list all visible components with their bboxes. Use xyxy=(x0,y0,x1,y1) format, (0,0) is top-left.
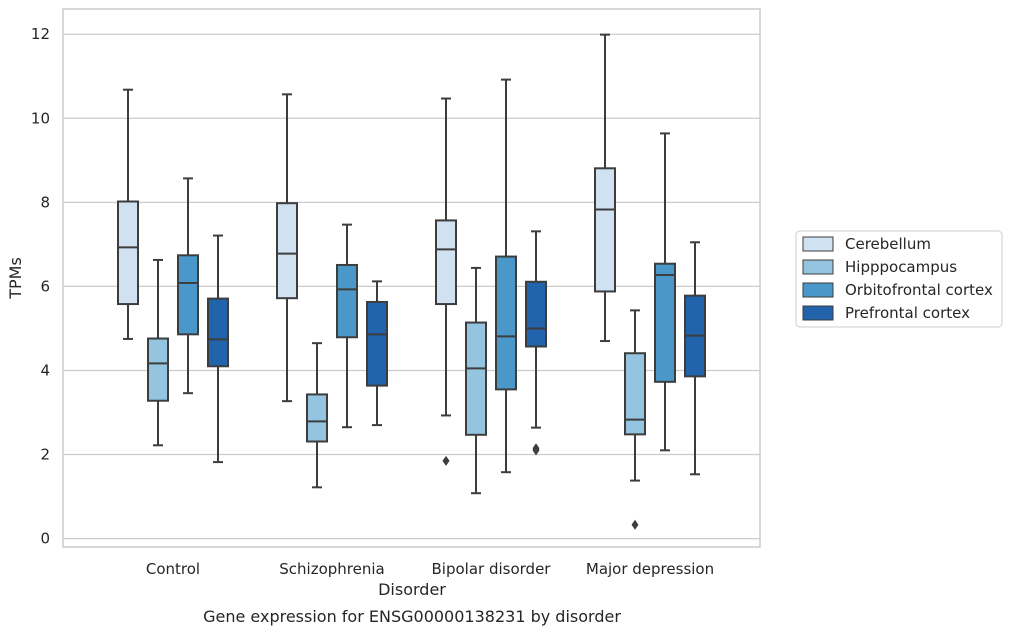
outlier-point xyxy=(442,455,450,466)
y-tick-label: 10 xyxy=(31,109,50,127)
x-axis-title: Disorder xyxy=(378,580,446,599)
x-tick-label: Bipolar disorder xyxy=(432,560,552,578)
box-hipppocampus xyxy=(306,342,328,489)
plot-area-frame xyxy=(62,8,761,548)
box-cerebellum xyxy=(117,88,139,340)
box-prefrontal-cortex xyxy=(207,234,229,464)
box-groups xyxy=(117,33,706,530)
y-axis-title: TPMs xyxy=(6,257,25,300)
iqr-box xyxy=(276,202,298,300)
box-orbitofrontal-cortex xyxy=(177,177,199,395)
box-cerebellum xyxy=(276,93,298,403)
box-hipppocampus xyxy=(147,258,169,447)
legend-swatch xyxy=(802,259,834,275)
legend-label: Orbitofrontal cortex xyxy=(845,281,993,299)
x-tick-label: Schizophrenia xyxy=(279,560,384,578)
iqr-box xyxy=(465,321,487,436)
y-tick-label: 6 xyxy=(40,277,50,295)
iqr-box xyxy=(117,200,139,306)
y-tick-label: 2 xyxy=(40,446,50,464)
iqr-box xyxy=(177,254,199,336)
chart-caption: Gene expression for ENSG00000138231 by d… xyxy=(203,607,621,626)
iqr-box xyxy=(207,297,229,368)
box-orbitofrontal-cortex xyxy=(336,223,358,429)
box-hipppocampus xyxy=(465,266,487,495)
iqr-box xyxy=(624,352,646,436)
box-orbitofrontal-cortex xyxy=(654,132,676,452)
iqr-box xyxy=(495,255,517,391)
outlier-point xyxy=(631,519,639,530)
legend-label: Cerebellum xyxy=(845,235,931,253)
box-prefrontal-cortex xyxy=(525,230,547,456)
legend: Cerebellum Hipppocampus Orbitofrontal cort… xyxy=(795,230,1003,328)
box-hipppocampus xyxy=(624,309,646,530)
x-tick-label: Control xyxy=(146,560,200,578)
legend-swatch xyxy=(802,282,834,298)
iqr-box xyxy=(435,219,457,306)
box-orbitofrontal-cortex xyxy=(495,78,517,474)
legend-label: Hipppocampus xyxy=(845,258,957,276)
y-tick-label: 12 xyxy=(31,25,50,43)
box-prefrontal-cortex xyxy=(684,241,706,476)
y-tick-label: 8 xyxy=(40,193,50,211)
iqr-box xyxy=(525,280,547,348)
box-cerebellum xyxy=(594,33,616,343)
y-tick-label: 0 xyxy=(40,530,50,548)
iqr-box xyxy=(147,337,169,402)
outlier-point xyxy=(532,445,540,456)
iqr-box xyxy=(654,262,676,383)
x-tick-label: Major depression xyxy=(586,560,714,578)
iqr-box xyxy=(366,300,388,387)
box-prefrontal-cortex xyxy=(366,280,388,427)
x-axis-ticks: Control Schizophrenia Bipolar disorder Majo… xyxy=(146,560,714,578)
iqr-box xyxy=(306,393,328,443)
legend-swatch xyxy=(802,305,834,321)
y-axis-ticks: 0 2 4 6 8 10 12 xyxy=(31,25,50,547)
iqr-box xyxy=(594,167,616,293)
iqr-box xyxy=(336,263,358,339)
legend-frame xyxy=(795,230,1003,328)
legend-label: Prefrontal cortex xyxy=(845,304,970,322)
box-cerebellum xyxy=(435,97,457,466)
legend-swatch xyxy=(802,236,834,252)
y-tick-label: 4 xyxy=(40,361,50,379)
